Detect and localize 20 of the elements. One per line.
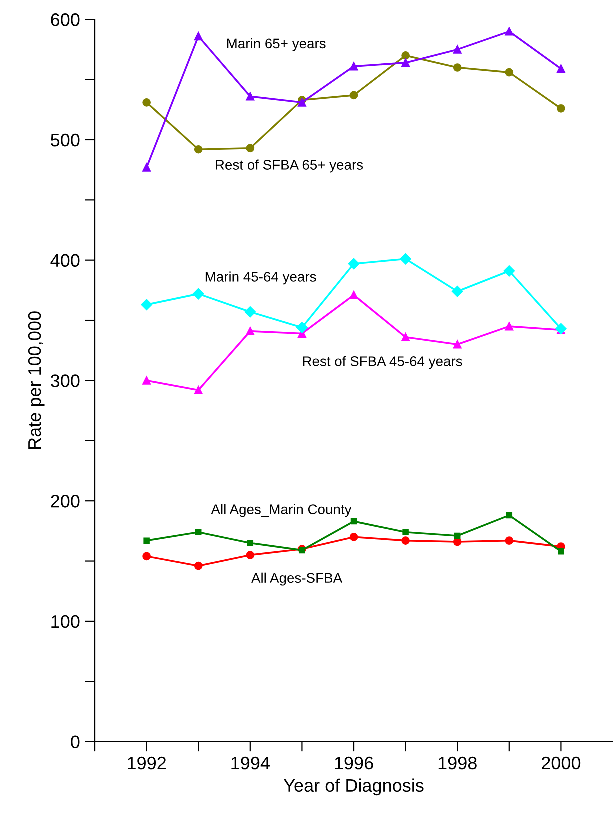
series-label: All Ages-SFBA: [252, 572, 343, 586]
series-label: Marin 65+ years: [227, 38, 326, 52]
y-tick-label: 300: [51, 374, 80, 388]
x-tick-label: 1994: [232, 756, 270, 770]
y-tick-label: 200: [51, 495, 80, 508]
x-tick-label: 1996: [335, 756, 374, 770]
x-tick-label: 2000: [542, 756, 581, 770]
series-label: Rest of SFBA 65+ years: [216, 160, 364, 173]
series-label: All Ages_Marin County: [211, 504, 352, 518]
y-tick-label: 100: [52, 615, 80, 628]
y-tick-label: 0: [71, 736, 80, 749]
x-tick-label: 1992: [128, 756, 166, 770]
y-tick-label: 500: [51, 134, 80, 147]
x-axis-title: Year of Diagnosis: [284, 778, 424, 796]
y-tick-label: 400: [50, 254, 80, 268]
series-label: Rest of SFBA 45-64 years: [303, 356, 462, 370]
y-tick-label: 600: [51, 14, 80, 26]
x-tick-label: 1998: [438, 756, 477, 770]
series-label: Marin 45-64 years: [206, 272, 316, 285]
y-axis-title: Rate per 100,000: [28, 312, 45, 449]
